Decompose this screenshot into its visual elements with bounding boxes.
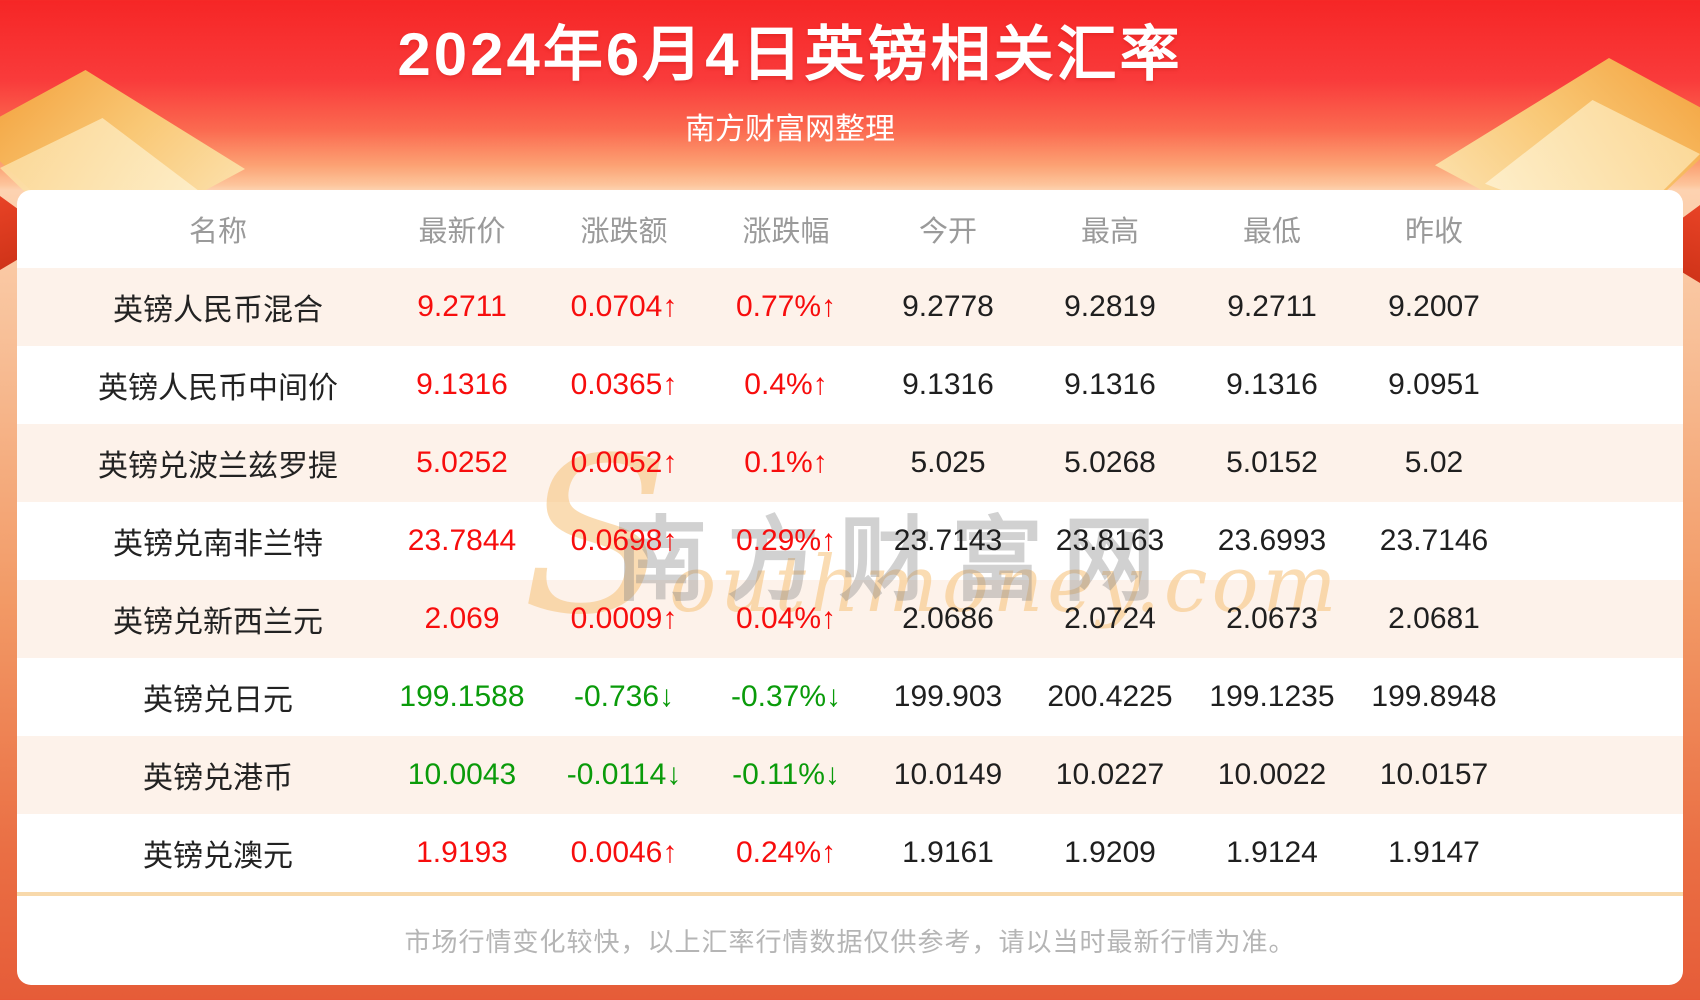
cell-open: 1.9161 xyxy=(902,836,994,869)
cell-open: 199.903 xyxy=(893,680,1003,713)
row-stripe xyxy=(17,580,1683,658)
column-header-open: 今开 xyxy=(918,216,977,248)
cell-high: 10.0227 xyxy=(1055,758,1165,791)
cell-low: 1.9124 xyxy=(1226,836,1318,869)
cell-high: 23.8163 xyxy=(1055,524,1165,557)
cell-change-amount: 0.0052↑ xyxy=(570,446,678,479)
table-row: 英镑兑港币 10.0043 -0.0114↓ -0.11%↓ 10.0149 1… xyxy=(17,736,1683,814)
cell-change-amount: 0.0046↑ xyxy=(570,836,678,869)
cell-open: 10.0149 xyxy=(893,758,1003,791)
rates-card: Southmoney.com 南方财富网 名称 最新价 涨跌额 涨跌幅 今开 最… xyxy=(17,190,1683,985)
cell-low: 9.1316 xyxy=(1226,368,1318,401)
cell-prev-close: 199.8948 xyxy=(1371,680,1497,713)
cell-pair-name: 英镑兑波兰兹罗提 xyxy=(98,450,338,483)
cell-prev-close: 1.9147 xyxy=(1388,836,1480,869)
cell-change-amount: 0.0704↑ xyxy=(570,290,678,323)
cell-change-percent: 0.77%↑ xyxy=(735,290,837,323)
cell-change-amount: 0.0365↑ xyxy=(570,368,678,401)
cell-prev-close: 2.0681 xyxy=(1388,602,1480,635)
cell-prev-close: 5.02 xyxy=(1404,446,1464,479)
footer-disclaimer: 市场行情变化较快，以上汇率行情数据仅供参考，请以当时最新行情为准。 xyxy=(404,927,1296,957)
table-row: 英镑兑日元 199.1588 -0.736↓ -0.37%↓ 199.903 2… xyxy=(17,658,1683,736)
column-header-low: 最低 xyxy=(1242,216,1301,248)
cell-pair-name: 英镑兑南非兰特 xyxy=(113,528,323,561)
table-header-row: 名称 最新价 涨跌额 涨跌幅 今开 最高 最低 昨收 xyxy=(17,190,1683,268)
cell-pair-name: 英镑人民币混合 xyxy=(113,294,323,327)
cell-open: 5.025 xyxy=(910,446,986,479)
table-row: 英镑兑澳元 1.9193 0.0046↑ 0.24%↑ 1.9161 1.920… xyxy=(17,814,1683,892)
cell-open: 2.0686 xyxy=(902,602,994,635)
cell-low: 5.0152 xyxy=(1226,446,1318,479)
cell-change-percent: -0.37%↓ xyxy=(730,680,842,713)
cell-latest-price: 9.2711 xyxy=(417,290,507,323)
column-header-change: 涨跌额 xyxy=(580,216,668,248)
cell-pair-name: 英镑兑港币 xyxy=(143,762,293,795)
column-header-name: 名称 xyxy=(188,216,247,248)
cell-change-percent: 0.29%↑ xyxy=(735,524,837,557)
row-stripe xyxy=(17,736,1683,814)
cell-low: 10.0022 xyxy=(1217,758,1327,791)
cell-low: 199.1235 xyxy=(1209,680,1335,713)
cell-open: 23.7143 xyxy=(893,524,1003,557)
cell-high: 200.4225 xyxy=(1047,680,1173,713)
column-header-latest: 最新价 xyxy=(418,216,506,248)
cell-prev-close: 23.7146 xyxy=(1379,524,1489,557)
cell-change-percent: 0.04%↑ xyxy=(735,602,837,635)
table-row: 英镑人民币混合 9.2711 0.0704↑ 0.77%↑ 9.2778 9.2… xyxy=(17,268,1683,346)
cell-latest-price: 5.0252 xyxy=(416,446,508,479)
cell-open: 9.1316 xyxy=(902,368,994,401)
cell-high: 2.0724 xyxy=(1064,602,1156,635)
cell-change-amount: 0.0009↑ xyxy=(570,602,678,635)
row-stripe xyxy=(17,268,1683,346)
column-header-high: 最高 xyxy=(1080,216,1139,248)
cell-latest-price: 199.1588 xyxy=(399,680,525,713)
cell-high: 1.9209 xyxy=(1064,836,1156,869)
cell-prev-close: 9.0951 xyxy=(1388,368,1480,401)
cell-latest-price: 9.1316 xyxy=(416,368,508,401)
column-header-change-pct: 涨跌幅 xyxy=(742,216,830,248)
footer-divider xyxy=(17,892,1683,896)
cell-prev-close: 9.2007 xyxy=(1388,290,1480,323)
cell-pair-name: 英镑兑澳元 xyxy=(143,840,293,873)
cell-high: 5.0268 xyxy=(1064,446,1156,479)
cell-high: 9.1316 xyxy=(1064,368,1156,401)
cell-latest-price: 10.0043 xyxy=(407,758,517,791)
cell-latest-price: 23.7844 xyxy=(407,524,517,557)
cell-change-percent: 0.24%↑ xyxy=(735,836,837,869)
cell-low: 2.0673 xyxy=(1226,602,1318,635)
table-row: 英镑兑波兰兹罗提 5.0252 0.0052↑ 0.1%↑ 5.025 5.02… xyxy=(17,424,1683,502)
page-subtitle: 南方财富网整理 xyxy=(685,113,895,146)
page-title: 2024年6月4日英镑相关汇率 xyxy=(397,21,1183,88)
column-header-prev-close: 昨收 xyxy=(1404,216,1463,248)
table-row: 英镑人民币中间价 9.1316 0.0365↑ 0.4%↑ 9.1316 9.1… xyxy=(17,346,1683,424)
cell-latest-price: 1.9193 xyxy=(416,836,508,869)
cell-change-percent: 0.4%↑ xyxy=(744,368,828,401)
cell-pair-name: 英镑兑日元 xyxy=(143,684,293,717)
table-row: 英镑兑南非兰特 23.7844 0.0698↑ 0.29%↑ 23.7143 2… xyxy=(17,502,1683,580)
cell-pair-name: 英镑兑新西兰元 xyxy=(113,606,323,639)
cell-change-percent: -0.11%↓ xyxy=(732,758,840,791)
cell-prev-close: 10.0157 xyxy=(1379,758,1489,791)
cell-low: 23.6993 xyxy=(1217,524,1327,557)
cell-pair-name: 英镑人民币中间价 xyxy=(98,372,338,405)
cell-high: 9.2819 xyxy=(1064,290,1156,323)
table-row: 英镑兑新西兰元 2.069 0.0009↑ 0.04%↑ 2.0686 2.07… xyxy=(17,580,1683,658)
cell-change-amount: -0.0114↓ xyxy=(566,758,682,791)
cell-change-amount: -0.736↓ xyxy=(573,680,675,713)
cell-change-amount: 0.0698↑ xyxy=(570,524,678,557)
cell-change-percent: 0.1%↑ xyxy=(744,446,828,479)
row-stripe xyxy=(17,424,1683,502)
cell-latest-price: 2.069 xyxy=(424,602,500,635)
page-header: 2024年6月4日英镑相关汇率 南方财富网整理 xyxy=(0,0,1700,148)
cell-open: 9.2778 xyxy=(902,290,994,323)
cell-low: 9.2711 xyxy=(1227,290,1317,323)
